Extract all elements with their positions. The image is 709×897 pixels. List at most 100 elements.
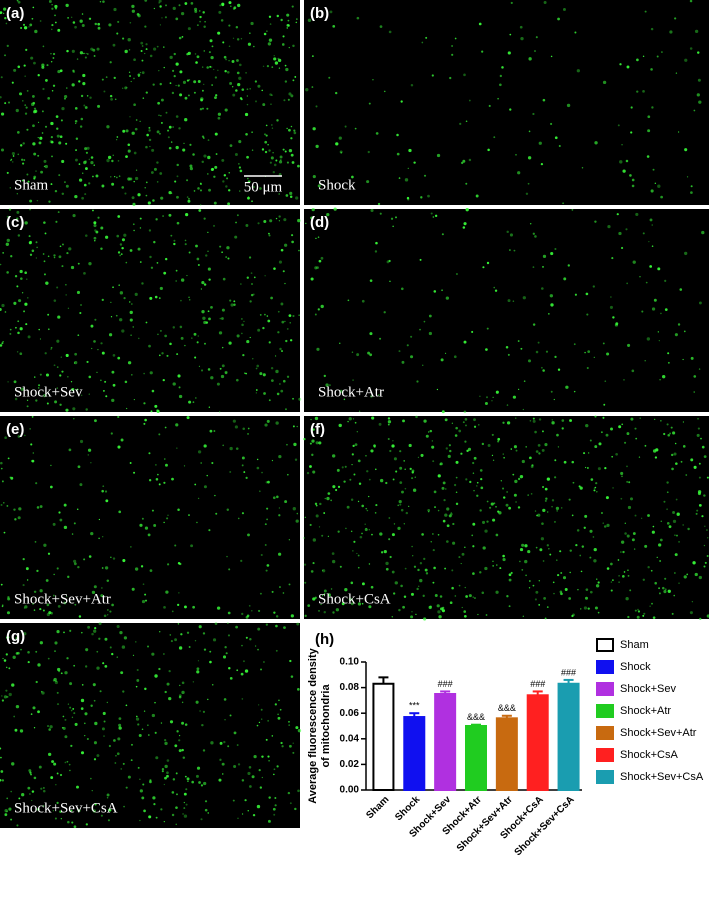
fluorescence-dot — [273, 57, 277, 61]
fluorescence-dot — [663, 500, 666, 503]
fluorescence-dot — [88, 555, 92, 558]
fluorescence-dot — [559, 550, 562, 553]
fluorescence-dot — [519, 548, 524, 552]
fluorescence-dot — [453, 355, 457, 359]
fluorescence-dot — [278, 172, 282, 176]
fluorescence-dot — [279, 155, 283, 159]
fluorescence-dot — [97, 26, 101, 30]
fluorescence-dot — [11, 161, 14, 163]
fluorescence-dot — [102, 485, 105, 487]
fluorescence-dot — [178, 36, 182, 40]
fluorescence-dot — [646, 155, 650, 158]
fluorescence-dot — [143, 402, 146, 405]
fluorescence-dot — [130, 759, 133, 762]
fluorescence-dot — [374, 511, 377, 514]
fluorescence-dot — [220, 19, 224, 22]
fluorescence-dot — [77, 465, 81, 469]
legend-swatch — [596, 726, 614, 740]
fluorescence-dot — [610, 581, 613, 583]
fluorescence-dot — [577, 589, 579, 591]
fluorescence-dot — [697, 51, 700, 54]
fluorescence-dot — [535, 36, 538, 39]
fluorescence-dot — [651, 602, 653, 605]
fluorescence-dot — [35, 399, 38, 402]
fluorescence-dot — [272, 152, 274, 154]
fluorescence-dot — [184, 96, 188, 100]
fluorescence-dot — [361, 299, 365, 303]
fluorescence-dot — [638, 610, 640, 612]
fluorescence-dot — [395, 216, 397, 219]
fluorescence-dot — [208, 529, 211, 532]
fluorescence-dot — [588, 452, 590, 454]
fluorescence-dot — [103, 390, 105, 392]
fluorescence-dot — [217, 112, 222, 116]
fluorescence-dot — [29, 253, 33, 256]
fluorescence-dot — [684, 58, 688, 62]
fluorescence-dot — [183, 465, 186, 467]
fluorescence-dot — [275, 649, 278, 652]
fluorescence-dot — [34, 29, 38, 34]
fluorescence-dot — [247, 196, 250, 200]
fluorescence-dot — [354, 127, 357, 130]
fluorescence-dot — [402, 419, 405, 423]
fluorescence-dot — [164, 257, 168, 261]
fluorescence-dot — [59, 69, 63, 73]
fluorescence-dot — [527, 549, 531, 554]
fluorescence-dot — [295, 519, 299, 523]
fluorescence-dot — [42, 394, 47, 398]
fluorescence-dot — [462, 159, 466, 163]
fluorescence-dot — [169, 82, 172, 85]
fluorescence-dot — [199, 20, 202, 23]
fluorescence-dot — [149, 145, 151, 148]
fluorescence-dot — [195, 700, 199, 704]
fluorescence-dot — [422, 364, 424, 366]
fluorescence-dot — [4, 436, 7, 440]
fluorescence-dot — [506, 421, 511, 425]
fluorescence-dot — [464, 440, 467, 443]
fluorescence-dot — [54, 400, 58, 404]
fluorescence-dot — [649, 218, 653, 222]
fluorescence-dot — [181, 681, 185, 685]
fluorescence-dot — [116, 624, 120, 629]
fluorescence-dot — [30, 713, 33, 715]
fluorescence-dot — [416, 587, 419, 591]
fluorescence-dot — [255, 100, 257, 103]
fluorescence-dot — [84, 106, 88, 109]
fluorescence-dot — [96, 666, 100, 670]
fluorescence-dot — [271, 94, 273, 96]
fluorescence-dot — [425, 36, 428, 39]
fluorescence-dot — [131, 196, 135, 200]
fluorescence-dot — [60, 356, 62, 358]
fluorescence-dot — [210, 55, 214, 60]
fluorescence-dot — [123, 805, 125, 808]
fluorescence-dot — [310, 277, 314, 281]
fluorescence-dot — [280, 389, 284, 393]
fluorescence-dot — [509, 108, 512, 111]
fluorescence-dot — [144, 0, 148, 2]
fluorescence-dot — [196, 341, 199, 344]
fluorescence-dot — [292, 751, 295, 754]
fluorescence-dot — [428, 314, 432, 318]
fluorescence-dot — [444, 567, 447, 570]
fluorescence-dot — [495, 564, 498, 566]
fluorescence-dot — [104, 637, 108, 641]
fluorescence-dot — [138, 733, 142, 737]
fluorescence-dot — [145, 599, 148, 602]
fluorescence-dot — [232, 93, 236, 97]
fluorescence-dot — [58, 174, 61, 177]
fluorescence-dot — [505, 346, 509, 349]
fluorescence-dot — [159, 354, 161, 357]
fluorescence-dot — [35, 257, 38, 259]
fluorescence-dot — [123, 636, 128, 640]
fluorescence-dot — [655, 448, 659, 452]
fluorescence-dot — [90, 777, 92, 780]
fluorescence-dot — [393, 523, 396, 525]
fluorescence-dot — [232, 799, 235, 802]
fluorescence-dot — [616, 213, 619, 216]
fluorescence-dot — [672, 519, 677, 524]
fluorescence-dot — [327, 535, 329, 537]
fluorescence-dot — [178, 394, 183, 399]
fluorescence-dot — [80, 751, 85, 755]
fluorescence-dot — [344, 588, 348, 592]
fluorescence-dot — [594, 606, 598, 610]
